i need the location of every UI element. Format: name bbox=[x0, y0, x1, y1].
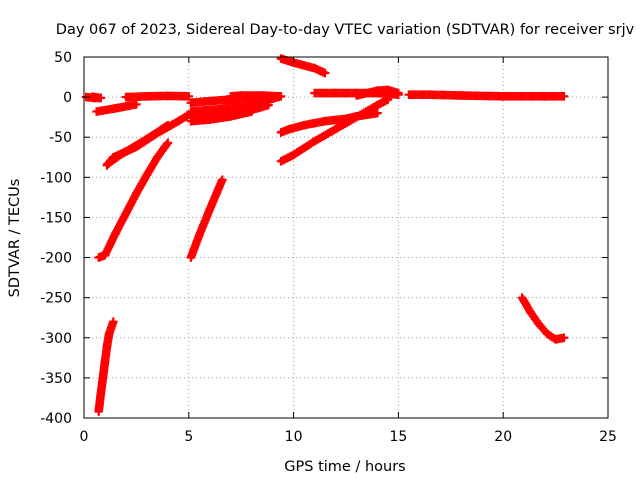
chart-title: Day 067 of 2023, Sidereal Day-to-day VTE… bbox=[56, 22, 635, 38]
data-point bbox=[132, 100, 141, 109]
x-tick-label: 20 bbox=[494, 429, 512, 445]
data-point bbox=[394, 88, 403, 98]
x-tick-label: 5 bbox=[184, 429, 193, 445]
data-point bbox=[559, 92, 569, 101]
x-tick-label: 10 bbox=[285, 429, 303, 445]
series-track-16 bbox=[276, 95, 393, 166]
y-tick-label: -50 bbox=[49, 130, 72, 146]
data-point bbox=[163, 138, 173, 148]
y-axis-label: SDTVAR / TECUs bbox=[7, 179, 23, 298]
series-track-13 bbox=[226, 91, 284, 101]
series-track-6 bbox=[94, 138, 173, 262]
data-point bbox=[559, 333, 569, 343]
y-tick-label: -100 bbox=[40, 170, 72, 186]
series-track-18 bbox=[352, 85, 403, 100]
series-track-2 bbox=[92, 100, 141, 116]
series-track-3 bbox=[121, 91, 194, 102]
data-point bbox=[109, 317, 118, 327]
series-track-12 bbox=[186, 107, 256, 126]
data-point bbox=[247, 107, 256, 116]
plot-frame bbox=[83, 56, 609, 419]
data-point bbox=[320, 68, 330, 78]
y-tick-label: -250 bbox=[40, 291, 72, 307]
series-track-20 bbox=[517, 293, 569, 344]
data-point bbox=[264, 100, 273, 110]
x-tick-label: 25 bbox=[599, 429, 617, 445]
y-tick-label: -150 bbox=[40, 210, 72, 226]
data-point bbox=[88, 92, 97, 102]
x-axis-label: GPS time / hours bbox=[284, 459, 405, 475]
x-tick-label: 15 bbox=[389, 429, 407, 445]
series-layer bbox=[81, 54, 569, 416]
y-tick-label: 0 bbox=[63, 90, 72, 106]
x-axis: 0 5 10 15 20 25 bbox=[80, 57, 617, 445]
y-tick-label: -300 bbox=[40, 331, 72, 347]
series-track-8 bbox=[186, 175, 227, 262]
series-track-1 bbox=[81, 92, 106, 103]
grid bbox=[84, 57, 608, 418]
data-point bbox=[184, 92, 194, 101]
y-tick-label: -350 bbox=[40, 371, 72, 387]
data-point bbox=[274, 92, 284, 101]
y-axis: 50 0 -50 -100 -150 -200 -250 -300 -350 -400 bbox=[40, 50, 608, 427]
y-tick-label: -200 bbox=[40, 251, 72, 267]
data-point bbox=[373, 108, 382, 118]
series-track-14 bbox=[276, 54, 330, 78]
series-track-19 bbox=[404, 90, 569, 101]
series-track-7 bbox=[94, 317, 118, 416]
y-tick-label: 50 bbox=[54, 50, 72, 66]
y-tick-label: -400 bbox=[40, 411, 72, 427]
series-track-5 bbox=[102, 120, 173, 169]
series-track-15 bbox=[276, 108, 382, 137]
x-tick-label: 0 bbox=[80, 429, 89, 445]
data-point bbox=[163, 120, 173, 130]
data-point bbox=[218, 175, 227, 185]
